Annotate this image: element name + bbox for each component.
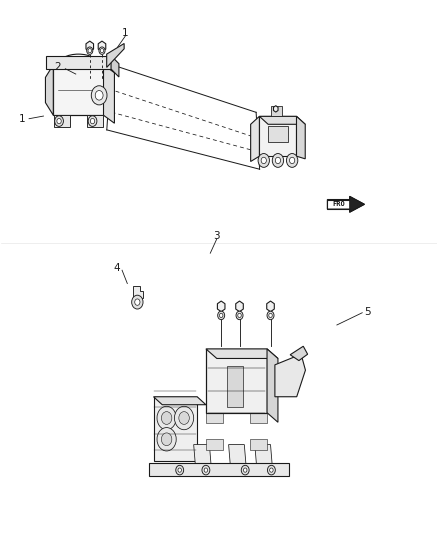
Circle shape [91,86,107,105]
Text: 1: 1 [18,114,25,124]
Polygon shape [259,116,305,124]
Circle shape [204,468,208,472]
Circle shape [272,154,284,167]
Bar [272,106,283,116]
Circle shape [90,118,95,124]
Circle shape [236,311,243,320]
Circle shape [95,91,103,100]
Polygon shape [103,64,114,123]
Bar [268,126,288,142]
Polygon shape [111,56,119,77]
Circle shape [218,311,225,320]
Circle shape [88,116,97,126]
Polygon shape [206,413,223,423]
Polygon shape [250,413,267,423]
Polygon shape [206,439,223,450]
Circle shape [258,154,269,167]
Polygon shape [98,41,106,52]
Circle shape [268,465,276,475]
Polygon shape [87,115,103,127]
Circle shape [270,468,273,472]
Bar [46,56,111,69]
Polygon shape [255,445,272,466]
Circle shape [286,154,298,167]
Bar [153,397,197,461]
Polygon shape [267,349,278,422]
Circle shape [202,465,210,475]
Circle shape [161,411,172,424]
Polygon shape [350,196,364,212]
Polygon shape [194,445,211,466]
Bar [327,199,350,209]
Circle shape [267,311,274,320]
Polygon shape [273,106,278,112]
Polygon shape [251,116,259,161]
Polygon shape [153,397,206,405]
Circle shape [219,313,223,318]
Circle shape [55,116,64,126]
Polygon shape [133,286,143,298]
Polygon shape [86,41,94,52]
Polygon shape [54,115,70,127]
Circle shape [276,157,281,164]
Polygon shape [250,439,267,450]
Bar [259,116,297,156]
Polygon shape [236,301,243,312]
Text: 5: 5 [364,306,371,317]
Circle shape [238,313,241,318]
Circle shape [261,157,266,164]
Text: FRO: FRO [332,201,345,207]
Polygon shape [267,301,274,312]
Circle shape [174,406,194,430]
Polygon shape [107,44,124,67]
Polygon shape [206,349,278,359]
Circle shape [100,49,104,53]
Polygon shape [217,301,225,312]
Circle shape [87,47,93,54]
Text: 2: 2 [54,62,61,72]
Bar [149,463,289,477]
Polygon shape [46,64,53,115]
Circle shape [99,47,105,54]
Circle shape [290,157,295,164]
Polygon shape [297,116,305,159]
Text: 1: 1 [122,28,128,38]
Circle shape [269,313,272,318]
Circle shape [244,468,247,472]
Circle shape [178,468,181,472]
Text: 3: 3 [213,231,220,241]
Bar [206,349,267,413]
Circle shape [57,118,61,124]
Circle shape [157,427,176,451]
Polygon shape [229,445,246,466]
Circle shape [88,49,92,53]
Circle shape [161,433,172,446]
Circle shape [132,295,143,309]
Circle shape [241,465,249,475]
Circle shape [176,465,184,475]
Circle shape [179,411,189,424]
Circle shape [135,299,140,305]
Polygon shape [275,354,305,397]
Bar [227,366,243,407]
Polygon shape [290,346,307,361]
Circle shape [157,406,176,430]
Text: 4: 4 [113,263,120,272]
Bar [53,64,103,115]
